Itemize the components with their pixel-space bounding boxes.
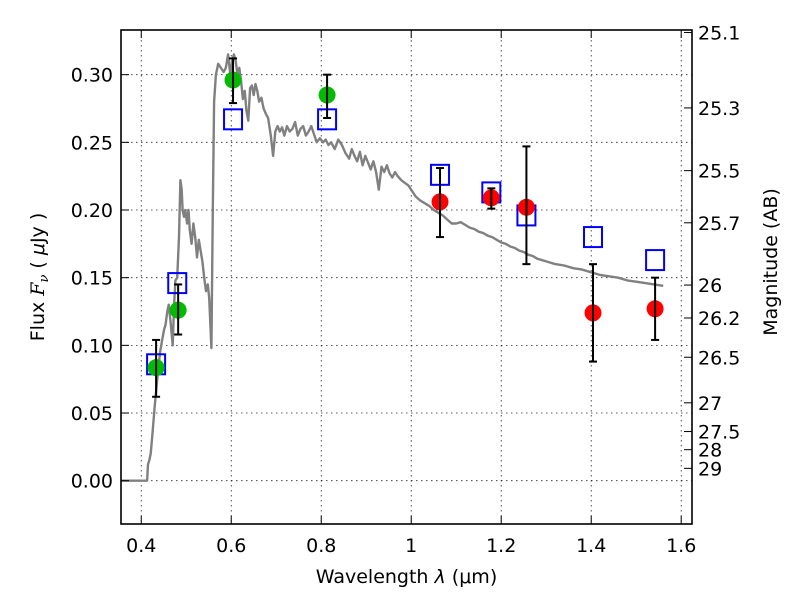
right-y-tick-label: 27.5 <box>698 422 740 444</box>
x-tick-label: 1 <box>405 535 417 557</box>
y-tick-label: 0.15 <box>71 268 113 290</box>
y-axis-label-open: ( <box>27 255 49 275</box>
data-points-layer <box>146 57 666 398</box>
right-y-tick-label: 26.2 <box>698 308 740 330</box>
right-y-tick-label: 28 <box>698 440 722 462</box>
model-photometry-square <box>223 108 244 131</box>
right-y-tick-label: 25.7 <box>698 213 740 235</box>
x-tick-label: 1.6 <box>666 535 696 557</box>
model-photometry-square <box>645 249 666 272</box>
y-axis-label-close: Jy ) <box>27 213 49 244</box>
right-y-axis-label: Magnitude (AB) <box>760 188 782 336</box>
y-axis-label: Flux Fν ( μJy ) <box>27 213 52 342</box>
x-tick-label: 1.2 <box>486 535 516 557</box>
y-tick-label: 0.30 <box>71 65 113 87</box>
right-y-tick-label: 29 <box>698 458 722 480</box>
x-axis-label-unit: (μm) <box>446 566 497 588</box>
right-y-tick-label: 25.3 <box>698 98 740 120</box>
x-tick-label: 1.4 <box>576 535 606 557</box>
x-axis-label-symbol: λ <box>434 566 446 588</box>
y-axis-label-symbol: F <box>27 282 49 297</box>
x-tick-label: 0.6 <box>216 535 246 557</box>
y-axis-label-sub: ν <box>37 275 52 283</box>
right-y-tick-label: 26 <box>698 275 722 297</box>
x-tick-label: 0.8 <box>306 535 336 557</box>
ticks-layer: 0.4 0.6 0.8 1 1.2 1.4 1.6 0.00 0.05 0.10 0.15 0.20 0… <box>71 23 741 557</box>
right-y-tick-label: 26.5 <box>698 347 740 369</box>
x-tick-label: 0.4 <box>126 535 156 557</box>
y-axis-label-mu: μ <box>27 243 49 256</box>
y-axis-label-text: Flux <box>27 296 49 342</box>
model-spectrum-layer <box>121 53 664 482</box>
x-axis-label-text: Wavelength <box>316 566 435 588</box>
y-tick-label: 0.25 <box>71 132 113 154</box>
plot-frame <box>120 29 693 525</box>
y-tick-label: 0.20 <box>71 200 113 222</box>
model-photometry-square <box>583 226 604 249</box>
y-tick-label: 0.05 <box>71 403 113 425</box>
right-y-tick-label: 25.5 <box>698 161 740 183</box>
y-tick-label: 0.10 <box>71 335 113 357</box>
right-y-tick-label: 27 <box>698 393 722 415</box>
y-tick-label: 0.00 <box>71 471 113 493</box>
right-y-tick-label: 25.1 <box>698 23 740 45</box>
x-axis-label: Wavelength λ (μm) <box>316 566 497 588</box>
model-spectrum-line <box>121 53 664 482</box>
